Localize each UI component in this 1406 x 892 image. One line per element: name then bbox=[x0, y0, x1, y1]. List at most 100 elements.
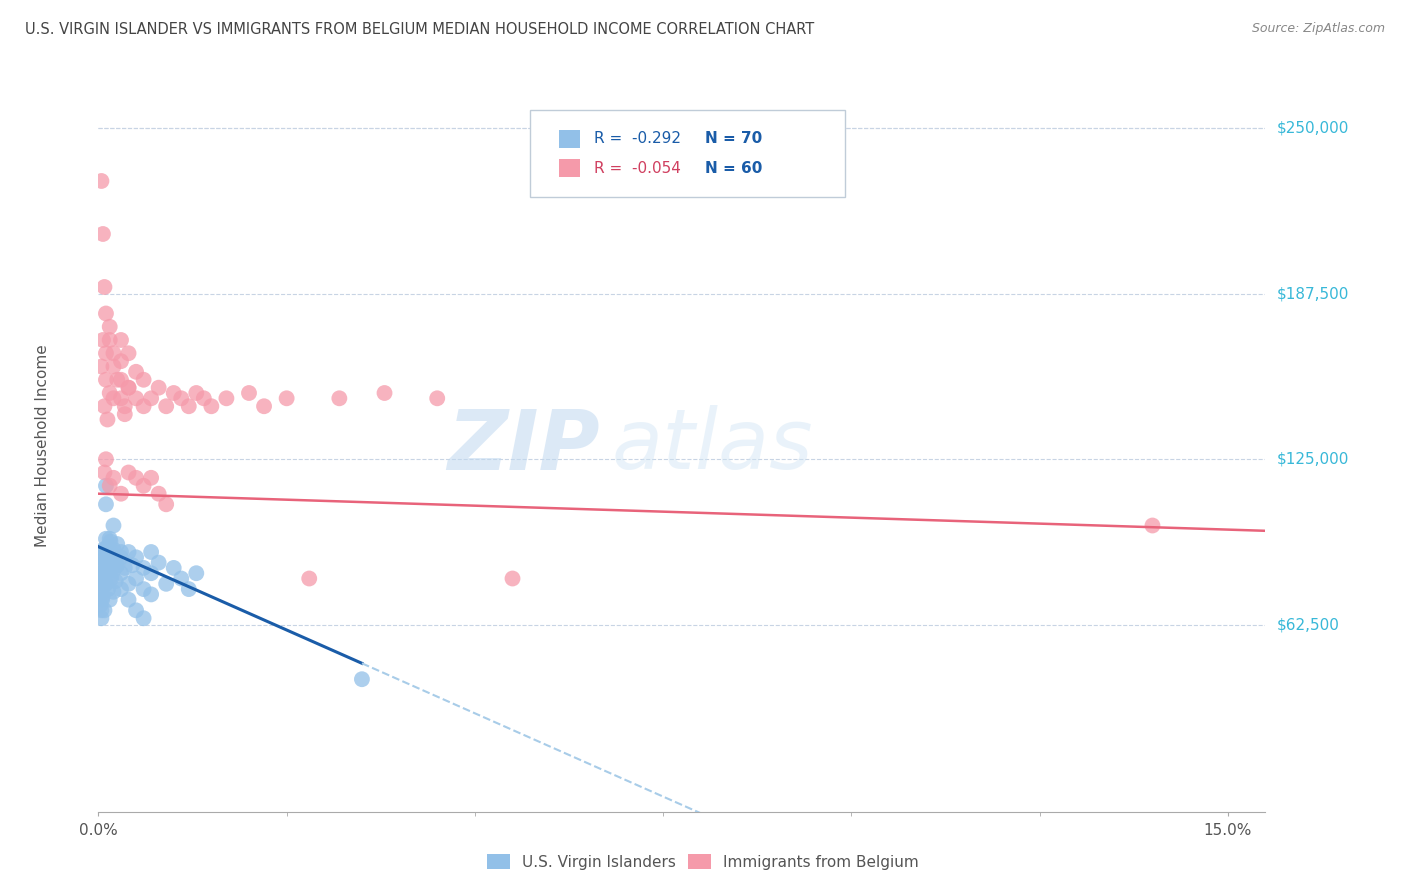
Point bbox=[94, 346, 117, 360]
Point bbox=[93, 399, 115, 413]
Point bbox=[114, 561, 136, 575]
Point bbox=[94, 497, 117, 511]
Text: N = 70: N = 70 bbox=[706, 131, 762, 146]
Point bbox=[110, 566, 132, 581]
Text: U.S. VIRGIN ISLANDER VS IMMIGRANTS FROM BELGIUM MEDIAN HOUSEHOLD INCOME CORRELAT: U.S. VIRGIN ISLANDER VS IMMIGRANTS FROM … bbox=[25, 22, 814, 37]
Point bbox=[90, 566, 112, 581]
Point bbox=[186, 386, 208, 401]
Point bbox=[110, 545, 132, 559]
Point bbox=[155, 399, 177, 413]
Text: $125,000: $125,000 bbox=[1277, 451, 1348, 467]
Point bbox=[155, 497, 177, 511]
Point bbox=[93, 466, 115, 480]
Point bbox=[177, 399, 200, 413]
Point bbox=[125, 471, 148, 485]
Point bbox=[132, 373, 155, 387]
Point bbox=[253, 399, 276, 413]
Text: N = 60: N = 60 bbox=[706, 161, 762, 176]
Point bbox=[91, 590, 114, 604]
Point bbox=[103, 584, 125, 599]
Point bbox=[121, 558, 143, 573]
Point bbox=[94, 306, 117, 320]
Point bbox=[91, 574, 114, 589]
Point bbox=[103, 471, 125, 485]
Point bbox=[91, 576, 114, 591]
Point bbox=[170, 572, 193, 586]
Point bbox=[94, 576, 117, 591]
Point bbox=[97, 550, 120, 565]
Text: $187,500: $187,500 bbox=[1277, 286, 1348, 301]
Point bbox=[90, 611, 112, 625]
Point bbox=[91, 592, 114, 607]
Point bbox=[103, 346, 125, 360]
Point bbox=[103, 548, 125, 562]
Point bbox=[98, 572, 121, 586]
Point bbox=[117, 466, 139, 480]
Point bbox=[148, 486, 170, 500]
Legend: U.S. Virgin Islanders, Immigrants from Belgium: U.S. Virgin Islanders, Immigrants from B… bbox=[479, 846, 927, 877]
Point bbox=[91, 333, 114, 347]
Point bbox=[100, 572, 122, 586]
Text: Median Household Income: Median Household Income bbox=[35, 344, 49, 548]
Text: atlas: atlas bbox=[612, 406, 814, 486]
Point bbox=[105, 373, 128, 387]
Point bbox=[94, 373, 117, 387]
Point bbox=[91, 558, 114, 573]
Point bbox=[103, 392, 125, 406]
Point bbox=[90, 598, 112, 612]
Point bbox=[139, 587, 162, 601]
Point bbox=[110, 392, 132, 406]
Point bbox=[148, 556, 170, 570]
FancyBboxPatch shape bbox=[560, 130, 581, 147]
Point bbox=[502, 572, 524, 586]
Point bbox=[91, 582, 114, 596]
Point bbox=[139, 471, 162, 485]
Point bbox=[98, 333, 121, 347]
Point bbox=[104, 553, 127, 567]
Point bbox=[105, 537, 128, 551]
Point bbox=[132, 561, 155, 575]
Point bbox=[90, 359, 112, 374]
Point bbox=[96, 556, 118, 570]
Point bbox=[132, 611, 155, 625]
Point bbox=[125, 392, 148, 406]
Point bbox=[110, 333, 132, 347]
Point bbox=[426, 392, 449, 406]
Text: R =  -0.292: R = -0.292 bbox=[595, 131, 682, 146]
Point bbox=[114, 399, 136, 413]
Point bbox=[104, 574, 127, 589]
Point bbox=[117, 545, 139, 559]
Point bbox=[163, 386, 186, 401]
Point bbox=[89, 572, 111, 586]
Point bbox=[98, 386, 121, 401]
Point bbox=[93, 542, 115, 557]
Point bbox=[90, 545, 112, 559]
FancyBboxPatch shape bbox=[560, 160, 581, 177]
Point bbox=[103, 542, 125, 557]
Point bbox=[100, 534, 122, 549]
Point bbox=[114, 407, 136, 421]
Point bbox=[110, 550, 132, 565]
Point bbox=[298, 572, 321, 586]
Point bbox=[110, 354, 132, 368]
Point bbox=[215, 392, 238, 406]
Point bbox=[90, 587, 112, 601]
Point bbox=[155, 576, 177, 591]
Point bbox=[98, 561, 121, 575]
Point bbox=[373, 386, 395, 401]
Text: R =  -0.054: R = -0.054 bbox=[595, 161, 682, 176]
Point bbox=[139, 545, 162, 559]
Point bbox=[98, 479, 121, 493]
Point bbox=[328, 392, 350, 406]
FancyBboxPatch shape bbox=[530, 110, 845, 197]
Point bbox=[101, 558, 124, 573]
Point bbox=[98, 532, 121, 546]
Point bbox=[94, 564, 117, 578]
Point bbox=[110, 373, 132, 387]
Point bbox=[125, 365, 148, 379]
Point bbox=[94, 479, 117, 493]
Point bbox=[90, 558, 112, 573]
Point bbox=[193, 392, 215, 406]
Point bbox=[139, 392, 162, 406]
Point bbox=[125, 572, 148, 586]
